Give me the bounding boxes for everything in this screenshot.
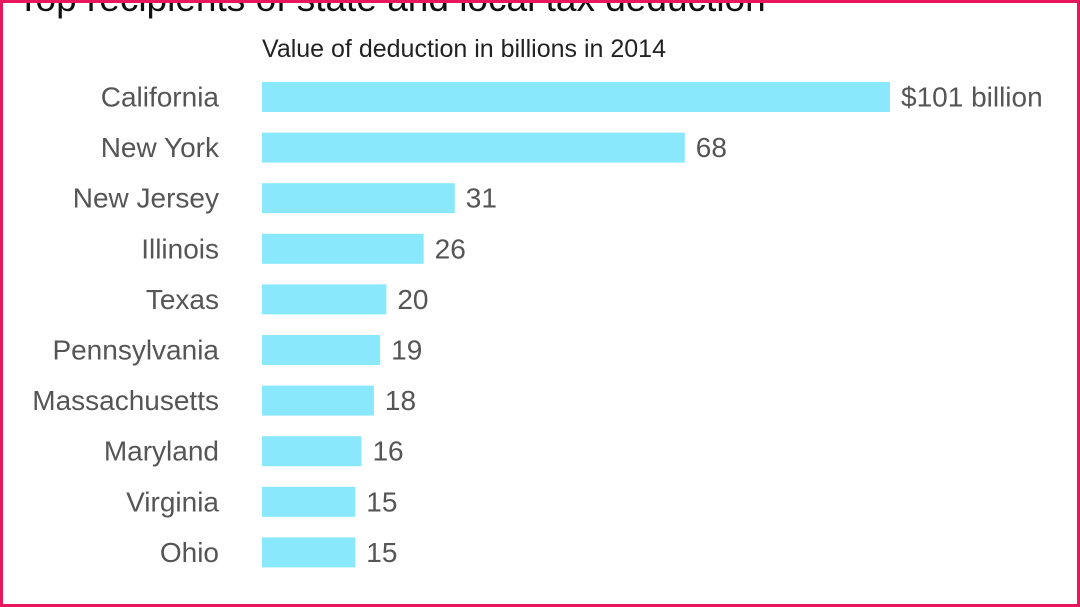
chart-subtitle: Value of deduction in billions in 2014 xyxy=(262,35,666,63)
bar xyxy=(262,335,381,365)
bar xyxy=(262,284,387,315)
bar xyxy=(262,537,356,568)
category-label: Ohio xyxy=(160,537,219,568)
category-label: Massachusetts xyxy=(32,385,219,416)
bar-row: Texas 20 xyxy=(146,284,429,315)
category-label: New York xyxy=(101,132,220,163)
bar-chart: California $101 billion New York 68 New Jers… xyxy=(32,82,1043,568)
bar xyxy=(262,385,374,416)
value-label: 26 xyxy=(435,233,466,264)
bar xyxy=(262,132,685,163)
category-label: California xyxy=(101,82,220,113)
value-label: 19 xyxy=(391,335,422,366)
chart-title: Top recipients of state and local tax de… xyxy=(17,3,766,21)
value-label: 20 xyxy=(397,284,428,315)
value-label: 15 xyxy=(366,537,397,568)
bar-row: New Jersey 31 xyxy=(73,183,497,214)
bar xyxy=(262,436,362,467)
bar-row: California $101 billion xyxy=(101,82,1043,113)
bar-row: New York 68 xyxy=(101,132,727,163)
category-label: Pennsylvania xyxy=(52,335,219,366)
category-label: New Jersey xyxy=(73,183,219,214)
value-label: 15 xyxy=(366,486,397,517)
bar-row: Massachusetts 18 xyxy=(32,385,416,416)
value-label: 16 xyxy=(372,436,403,467)
bar xyxy=(262,183,455,214)
value-label: $101 billion xyxy=(901,82,1043,113)
bar-row: Maryland 16 xyxy=(104,436,404,467)
bar xyxy=(262,233,424,264)
bar-row: Illinois 26 xyxy=(141,233,466,264)
category-label: Virginia xyxy=(126,486,219,517)
bar-row: Virginia 15 xyxy=(126,486,397,517)
category-label: Maryland xyxy=(104,436,219,467)
bar-row: Pennsylvania 19 xyxy=(52,335,422,366)
bar xyxy=(262,82,890,112)
category-label: Texas xyxy=(146,284,219,315)
value-label: 31 xyxy=(466,183,497,214)
category-label: Illinois xyxy=(141,233,219,264)
value-label: 18 xyxy=(385,385,416,416)
bar xyxy=(262,486,356,517)
bar-row: Ohio 15 xyxy=(160,537,398,568)
value-label: 68 xyxy=(696,132,727,163)
